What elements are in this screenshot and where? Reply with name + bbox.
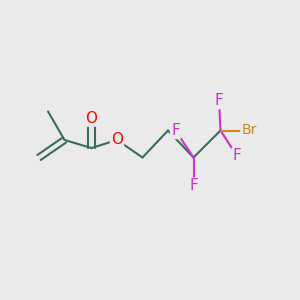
Text: O: O (111, 132, 123, 147)
Text: O: O (85, 110, 98, 125)
Text: F: F (189, 178, 198, 194)
Text: Br: Br (241, 124, 257, 137)
Text: F: F (232, 148, 242, 164)
Text: F: F (171, 123, 180, 138)
Text: F: F (214, 93, 224, 108)
